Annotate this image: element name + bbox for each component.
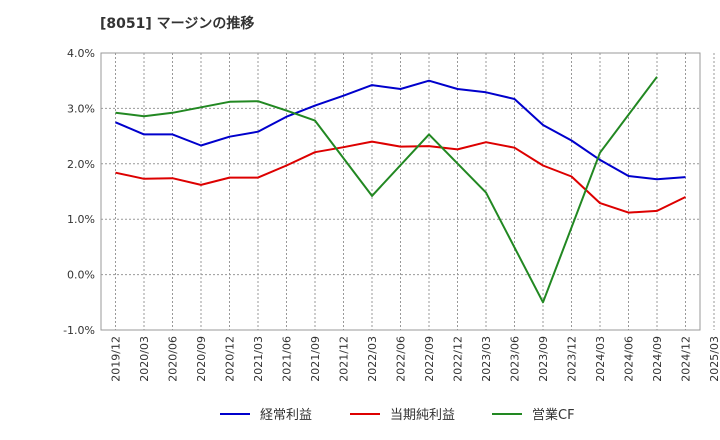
x-axis-ticks: 2019/12 2020/03 2020/06 2020/09 2020/12 2021/… bbox=[110, 336, 720, 382]
y-tick-label: 1.0% bbox=[67, 213, 95, 226]
legend: 経常利益 当期純利益 営業CF bbox=[220, 407, 575, 423]
y-tick-label: 3.0% bbox=[67, 102, 95, 115]
x-tick-label: 2021/09 bbox=[309, 336, 322, 382]
x-tick-label: 2021/06 bbox=[281, 336, 294, 382]
plot-area bbox=[100, 52, 701, 331]
y-tick-label: 2.0% bbox=[67, 158, 95, 171]
y-tick-label: 0.0% bbox=[67, 269, 95, 282]
x-tick-label: 2019/12 bbox=[110, 336, 123, 382]
x-tick-label: 2024/12 bbox=[680, 336, 693, 382]
x-tick-label: 2023/12 bbox=[566, 336, 579, 382]
grid-lines bbox=[101, 52, 715, 331]
x-tick-label: 2022/09 bbox=[423, 336, 436, 382]
legend-label: 営業CF bbox=[532, 407, 575, 423]
x-tick-label: 2023/06 bbox=[509, 336, 522, 382]
y-tick-label: 4.0% bbox=[67, 47, 95, 60]
x-tick-label: 2022/12 bbox=[452, 336, 465, 382]
x-tick-label: 2024/03 bbox=[594, 336, 607, 382]
x-tick-label: 2022/06 bbox=[395, 336, 408, 382]
y-tick-label: -1.0% bbox=[63, 324, 95, 337]
chart-title: [8051] マージンの推移 bbox=[100, 16, 255, 32]
x-tick-label: 2023/09 bbox=[537, 336, 550, 382]
x-tick-label: 2024/09 bbox=[651, 336, 664, 382]
x-tick-label: 2020/06 bbox=[167, 336, 180, 382]
y-axis-ticks: -1.0% 0.0% 1.0% 2.0% 3.0% 4.0% bbox=[63, 47, 95, 337]
x-tick-label: 2021/12 bbox=[338, 336, 351, 382]
series-line bbox=[115, 140, 686, 214]
x-tick-label: 2024/06 bbox=[623, 336, 636, 382]
x-tick-label: 2025/03 bbox=[708, 336, 720, 382]
x-tick-label: 2020/12 bbox=[224, 336, 237, 382]
legend-label: 経常利益 bbox=[260, 408, 312, 423]
series-line bbox=[115, 79, 686, 181]
x-tick-label: 2020/03 bbox=[138, 336, 151, 382]
x-tick-label: 2023/03 bbox=[480, 336, 493, 382]
series-line bbox=[115, 76, 658, 304]
x-tick-label: 2020/09 bbox=[195, 336, 208, 382]
x-tick-label: 2021/03 bbox=[252, 336, 265, 382]
x-tick-label: 2022/03 bbox=[366, 336, 379, 382]
series-lines bbox=[115, 76, 686, 304]
legend-label: 当期純利益 bbox=[390, 408, 455, 423]
